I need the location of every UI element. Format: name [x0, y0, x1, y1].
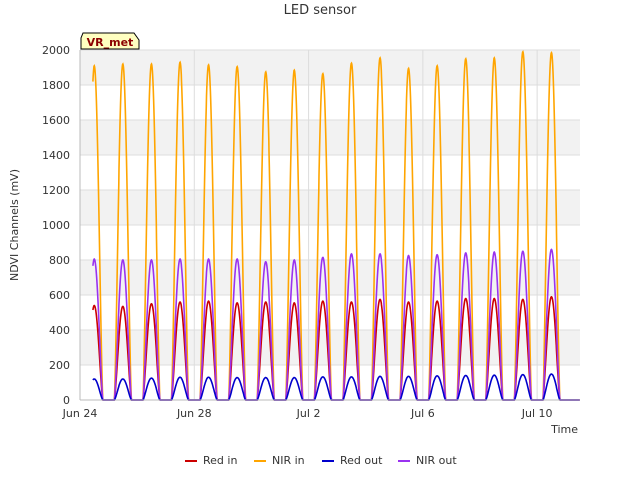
legend-label: Red in [203, 454, 237, 467]
y-tick-label: 600 [49, 289, 70, 302]
x-tick-label: Jun 28 [176, 407, 212, 420]
y-tick-label: 1600 [42, 114, 70, 127]
x-tick-labels: Jun 24 Jun 28 Jul 2 Jul 6 Jul 10 [62, 407, 553, 420]
legend: Red in NIR in Red out NIR out [185, 454, 457, 467]
y-tick-label: 1200 [42, 184, 70, 197]
y-tick-label: 200 [49, 359, 70, 372]
badge-box [80, 32, 140, 50]
station-badge: VR_met [80, 32, 140, 50]
y-tick-label: 400 [49, 324, 70, 337]
y-tick-label: 2000 [42, 44, 70, 57]
y-axis-title: NDVI Channels (mV) [8, 169, 21, 281]
grid-band [80, 50, 580, 85]
legend-label: Red out [340, 454, 383, 467]
y-tick-label: 1000 [42, 219, 70, 232]
y-tick-label: 1800 [42, 79, 70, 92]
x-axis-title: Time [550, 423, 578, 436]
x-tick-label: Jul 6 [410, 407, 435, 420]
x-tick-label: Jul 10 [521, 407, 553, 420]
badge-label: VR_met [87, 36, 134, 49]
y-tick-label: 800 [49, 254, 70, 267]
y-tick-label: 1400 [42, 149, 70, 162]
grid-band [80, 190, 580, 225]
x-tick-label: Jun 24 [62, 407, 98, 420]
legend-label: NIR in [272, 454, 305, 467]
chart-title: LED sensor [284, 3, 357, 18]
legend-label: NIR out [416, 454, 457, 467]
x-tick-label: Jul 2 [296, 407, 321, 420]
y-tick-labels: 0 200 400 600 800 1000 1200 1400 1600 1800 2000 [42, 44, 70, 407]
y-tick-label: 0 [63, 394, 70, 407]
axes [79, 50, 580, 401]
